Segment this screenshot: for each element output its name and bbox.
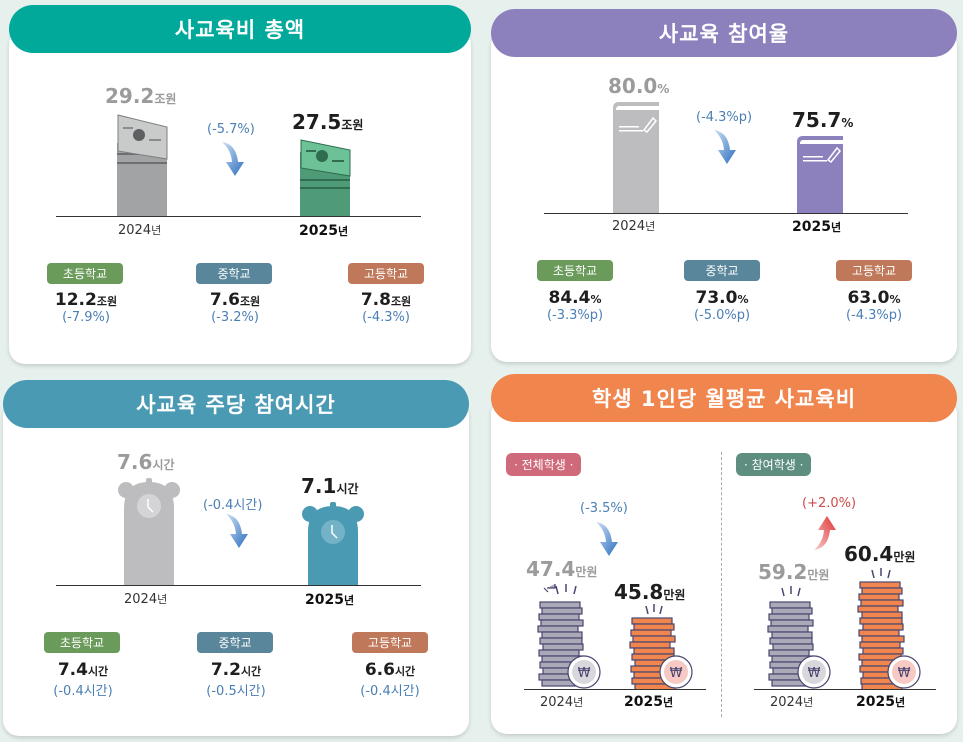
hours-change: (-0.4시간) — [203, 498, 263, 513]
total-badge-high: 고등학교 — [348, 263, 424, 284]
coin-stack-orange-icon: ₩ — [857, 568, 921, 690]
total-cost-header: 사교육비 총액 — [9, 5, 471, 53]
down-arrow-icon — [596, 522, 618, 556]
hours-middle-stat: 7.2시간 (-0.5시간) — [206, 660, 266, 699]
all-students-prev-value: 47.4만원 — [526, 557, 598, 581]
down-arrow-icon — [226, 514, 248, 548]
money-stack-gray-icon — [117, 114, 168, 217]
total-badge-middle: 중학교 — [196, 263, 272, 284]
svg-text:₩: ₩ — [670, 666, 683, 681]
total-badge-elementary: 초등학교 — [47, 263, 123, 284]
hours-badge-elementary: 초등학교 — [44, 632, 120, 653]
participant-students-baseline — [754, 689, 936, 690]
participation-year-prev: 2024년 — [612, 219, 656, 234]
participation-baseline — [544, 213, 908, 214]
participation-badge-high: 고등학교 — [836, 260, 912, 281]
participation-year-cur: 2025년 — [792, 219, 842, 235]
svg-text:₩: ₩ — [898, 666, 911, 681]
hours-title: 사교육 주당 참여시간 — [136, 393, 336, 417]
total-year-cur: 2025년 — [299, 223, 349, 239]
participation-cur-value: 75.7% — [792, 108, 854, 132]
total-cur-value: 27.5조원 — [292, 110, 364, 134]
total-cost-title: 사교육비 총액 — [174, 18, 306, 42]
total-prev-value: 29.2조원 — [105, 84, 177, 108]
all-students-baseline — [524, 689, 706, 690]
hours-card — [3, 400, 469, 736]
hours-high-stat: 6.6시간 (-0.4시간) — [360, 660, 420, 699]
total-baseline — [56, 216, 421, 217]
participant-students-change: (+2.0%) — [802, 496, 857, 511]
down-arrow-icon — [714, 130, 736, 164]
participant-students-year-prev: 2024년 — [770, 695, 814, 710]
hours-prev-value: 7.6시간 — [117, 450, 175, 474]
participation-high-stat: 63.0% (-4.3%p) — [845, 288, 903, 323]
participation-header: 사교육 참여율 — [491, 9, 957, 57]
total-high-stat: 7.8조원 (-4.3%) — [360, 290, 412, 325]
hours-year-prev: 2024년 — [124, 592, 168, 607]
all-students-cur-value: 45.8만원 — [614, 580, 686, 604]
participation-elementary-stat: 84.4% (-3.3%p) — [546, 288, 604, 323]
participant-students-badge: · 참여학생 · — [736, 453, 812, 476]
down-arrow-icon — [222, 142, 244, 176]
monthly-header: 학생 1인당 월평균 사교육비 — [491, 374, 957, 422]
participant-students-prev-value: 59.2만원 — [758, 560, 830, 584]
hours-header: 사교육 주당 참여시간 — [3, 380, 469, 428]
money-stack-green-icon — [300, 139, 351, 217]
coin-stack-gray-icon: ₩ — [537, 584, 601, 689]
svg-text:₩: ₩ — [578, 666, 591, 681]
participant-students-cur-value: 60.4만원 — [844, 542, 916, 566]
monthly-title: 학생 1인당 월평균 사교육비 — [591, 387, 857, 411]
participation-title: 사교육 참여율 — [658, 22, 790, 46]
coin-stack-orange-icon: ₩ — [629, 604, 693, 690]
all-students-year-prev: 2024년 — [540, 695, 584, 710]
all-students-badge: · 전체학생 · — [506, 453, 582, 476]
participation-prev-value: 80.0% — [608, 74, 670, 98]
hours-baseline — [56, 585, 421, 586]
up-arrow-icon — [814, 516, 836, 550]
total-elementary-stat: 12.2조원 (-7.9%) — [54, 290, 118, 325]
participation-badge-middle: 중학교 — [684, 260, 760, 281]
monthly-divider — [721, 452, 722, 717]
notebook-gray-icon — [613, 102, 659, 214]
total-change: (-5.7%) — [207, 122, 255, 137]
notebook-purple-icon — [797, 136, 843, 214]
svg-text:₩: ₩ — [808, 666, 821, 681]
hours-badge-high: 고등학교 — [352, 632, 428, 653]
participation-card — [491, 30, 957, 362]
coin-stack-gray-icon: ₩ — [767, 586, 831, 689]
participation-change: (-4.3%p) — [696, 110, 753, 125]
total-year-prev: 2024년 — [118, 223, 162, 238]
hours-badge-middle: 중학교 — [197, 632, 273, 653]
alarm-clock-teal-icon — [302, 502, 364, 585]
hours-cur-value: 7.1시간 — [301, 474, 359, 498]
hours-elementary-stat: 7.4시간 (-0.4시간) — [53, 660, 113, 699]
participant-students-year-cur: 2025년 — [856, 694, 906, 710]
all-students-change: (-3.5%) — [580, 501, 628, 516]
hours-year-cur: 2025년 — [305, 592, 355, 608]
participation-badge-elementary: 초등학교 — [537, 260, 613, 281]
alarm-clock-gray-icon — [118, 478, 180, 585]
total-middle-stat: 7.6조원 (-3.2%) — [209, 290, 261, 325]
participation-middle-stat: 73.0% (-5.0%p) — [693, 288, 751, 323]
all-students-year-cur: 2025년 — [624, 694, 674, 710]
total-cost-card — [9, 28, 471, 364]
